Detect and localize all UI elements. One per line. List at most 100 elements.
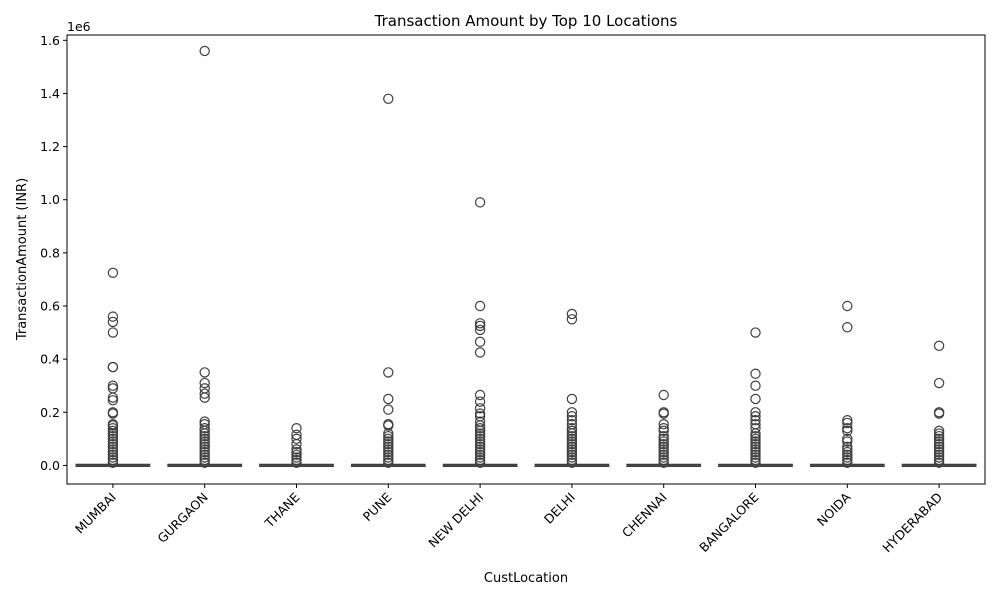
outlier-point — [474, 446, 486, 458]
outlier-point — [474, 425, 486, 437]
outlier-point — [842, 415, 853, 426]
outlier-point — [383, 433, 394, 445]
outlier-point — [107, 316, 119, 328]
outlier-point — [383, 420, 394, 431]
outlier-point — [199, 45, 210, 57]
outlier-point — [566, 423, 578, 434]
outlier-point — [383, 446, 394, 458]
box-group — [534, 308, 610, 468]
outlier-point — [842, 446, 853, 458]
outlier-point — [291, 444, 302, 455]
outlier-point — [474, 396, 486, 407]
x-tick-label: MUMBAI — [72, 490, 119, 537]
outlier-point — [842, 300, 853, 312]
outlier-point — [474, 430, 486, 442]
outlier-point — [474, 420, 486, 431]
outlier-point — [842, 423, 853, 434]
outlier-point — [658, 433, 669, 445]
x-tick-label: NEW DELHI — [425, 490, 486, 551]
outlier-point — [291, 457, 302, 468]
outlier-point — [566, 308, 578, 320]
outlier-point — [199, 430, 210, 442]
outlier-point — [566, 314, 578, 325]
outlier-point — [474, 324, 486, 336]
outlier-point — [107, 452, 119, 463]
outlier-point — [474, 336, 486, 348]
outlier-point — [566, 433, 578, 445]
outlier-point — [933, 340, 945, 352]
x-tick-label: HYDERABAD — [879, 490, 945, 556]
outlier-point — [750, 393, 761, 405]
outlier-point — [658, 425, 669, 437]
box-group — [626, 389, 702, 468]
outlier-point — [107, 433, 119, 445]
outlier-point — [566, 411, 578, 422]
outlier-point — [107, 361, 119, 373]
outlier-point — [658, 444, 669, 455]
outlier-point — [199, 449, 210, 460]
outlier-point — [566, 415, 578, 426]
outlier-point — [658, 446, 669, 458]
outlier-point — [199, 425, 210, 437]
outlier-point — [658, 389, 669, 401]
outlier-point — [383, 444, 394, 455]
outlier-point — [107, 380, 119, 391]
outlier-point — [383, 449, 394, 460]
outlier-point — [566, 428, 578, 439]
outlier-point — [566, 407, 578, 418]
outlier-point — [842, 436, 853, 447]
outlier-point — [750, 433, 761, 445]
outlier-point — [291, 423, 302, 434]
outlier-point — [658, 430, 669, 442]
outlier-point — [842, 449, 853, 460]
outlier-point — [107, 267, 119, 278]
outlier-point — [107, 446, 119, 458]
outlier-point — [566, 441, 578, 453]
outlier-point — [107, 311, 119, 322]
outlier-point — [107, 428, 119, 439]
outlier-point — [842, 457, 853, 468]
outlier-point — [750, 444, 761, 455]
outlier-point — [199, 444, 210, 455]
outlier-point — [199, 428, 210, 439]
outlier-point — [107, 444, 119, 455]
outlier-point — [750, 428, 761, 439]
outlier-point — [750, 327, 761, 338]
outlier-point — [383, 457, 394, 468]
outlier-point — [933, 444, 945, 455]
x-tick-label: THANE — [261, 489, 303, 531]
outlier-point — [566, 430, 578, 442]
outlier-point — [933, 408, 945, 419]
outlier-point — [658, 408, 669, 419]
outlier-point — [474, 436, 486, 447]
outlier-point — [750, 411, 761, 422]
outlier-point — [658, 452, 669, 463]
outlier-point — [750, 452, 761, 463]
outlier-point — [750, 441, 761, 453]
plot-frame — [66, 34, 986, 485]
outlier-point — [566, 444, 578, 455]
y-tick-label: 1.4 — [40, 86, 60, 101]
y-tick-label: 0.6 — [40, 298, 60, 313]
outlier-point — [842, 417, 853, 429]
y-axis-label: TransactionAmount (INR) — [15, 178, 30, 341]
outlier-point — [199, 383, 210, 394]
outlier-point — [199, 446, 210, 458]
box-group — [901, 340, 977, 468]
outlier-point — [199, 423, 210, 434]
y-tick-label: 1.0 — [40, 192, 60, 207]
outlier-point — [750, 457, 761, 468]
outlier-point — [199, 457, 210, 468]
outlier-point — [383, 404, 394, 415]
outlier-point — [474, 347, 486, 358]
outlier-point — [474, 423, 486, 434]
y-axis: 0.0 0.2 0.4 0.6 0.8 1.0 1.2 1.4 1.6 — [40, 33, 67, 473]
outlier-point — [474, 433, 486, 445]
outlier-point — [107, 408, 119, 419]
outlier-point — [107, 395, 119, 406]
outlier-point — [383, 436, 394, 447]
outlier-point — [291, 452, 302, 463]
x-tick-label: NOIDA — [814, 489, 854, 529]
outlier-point — [107, 441, 119, 453]
